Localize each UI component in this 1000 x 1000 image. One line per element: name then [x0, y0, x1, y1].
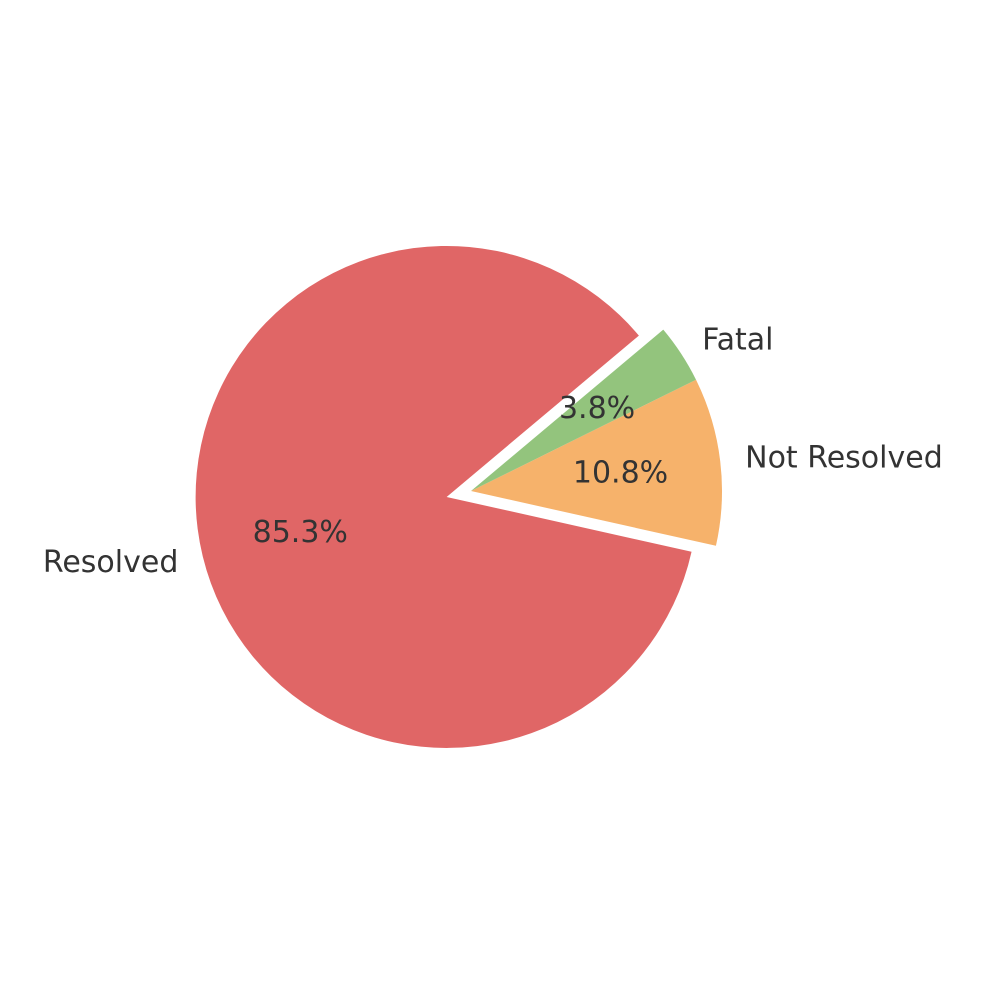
pct-label-resolved: 85.3%	[253, 515, 348, 550]
category-label-resolved: Resolved	[43, 545, 179, 580]
pie-slice-resolved	[195, 245, 692, 748]
category-label-not-resolved: Not Resolved	[745, 441, 943, 476]
pie-slice-fatal	[471, 329, 697, 491]
pie-slice-not-resolved	[471, 379, 723, 546]
category-label-fatal: Fatal	[702, 323, 773, 358]
pct-label-not-resolved: 10.8%	[573, 456, 668, 491]
pct-label-fatal: 3.8%	[559, 391, 635, 426]
